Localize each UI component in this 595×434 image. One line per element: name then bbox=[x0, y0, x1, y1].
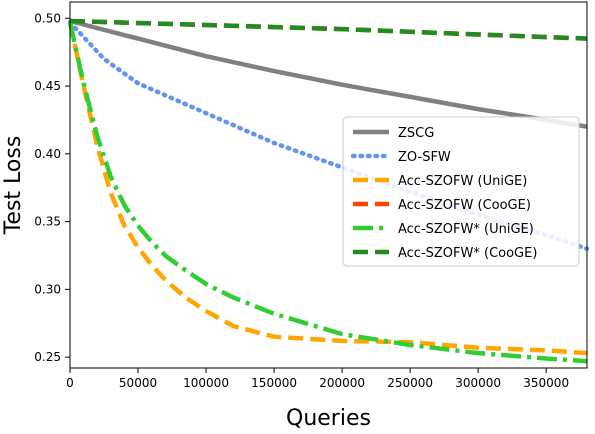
series-line-1 bbox=[67, 20, 590, 251]
x-axis-ticks: 0 50000 100000 150000 200000 250000 300000 3500… bbox=[66, 368, 569, 390]
y-tick-label: 0.45 bbox=[34, 79, 61, 93]
plot-frame bbox=[69, 1, 588, 369]
y-tick-label: 0.35 bbox=[34, 215, 61, 229]
y-tick-label: 0.25 bbox=[34, 350, 61, 364]
legend-box bbox=[342, 116, 580, 267]
series-layer bbox=[67, 18, 590, 364]
legend-label-3: Acc-SZOFW (CooGE) bbox=[398, 198, 531, 213]
legend-label-0: ZSCG bbox=[398, 126, 434, 141]
legend-label-5: Acc-SZOFW* (CooGE) bbox=[398, 246, 537, 261]
legend-label-1: ZO-SFW bbox=[398, 150, 451, 165]
x-tick-label: 150000 bbox=[251, 376, 297, 390]
x-tick-label: 100000 bbox=[183, 376, 229, 390]
x-tick-label: 0 bbox=[66, 376, 74, 390]
legend: ZSCG ZO-SFW Acc-SZOFW (UniGE) Acc-SZOFW (Co… bbox=[342, 116, 580, 267]
y-tick-label: 0.50 bbox=[34, 11, 61, 25]
series-line-0 bbox=[69, 18, 588, 129]
y-axis-label: Test Loss bbox=[1, 136, 26, 236]
y-tick-label: 0.30 bbox=[34, 282, 61, 296]
x-tick-label: 50000 bbox=[119, 376, 157, 390]
y-tick-label: 0.40 bbox=[34, 147, 61, 161]
x-tick-label: 300000 bbox=[455, 376, 501, 390]
x-axis-label: Queries bbox=[286, 406, 371, 431]
legend-label-2: Acc-SZOFW (UniGE) bbox=[398, 174, 527, 189]
series-line-2 bbox=[67, 21, 588, 356]
series-line-5 bbox=[69, 18, 588, 41]
x-tick-label: 200000 bbox=[319, 376, 365, 390]
x-tick-label: 350000 bbox=[523, 376, 569, 390]
legend-label-4: Acc-SZOFW* (UniGE) bbox=[398, 222, 534, 237]
y-axis-ticks: 0.25 0.30 0.35 0.40 0.45 0.50 bbox=[34, 11, 70, 364]
x-tick-label: 250000 bbox=[387, 376, 433, 390]
series-line-4 bbox=[67, 21, 588, 364]
